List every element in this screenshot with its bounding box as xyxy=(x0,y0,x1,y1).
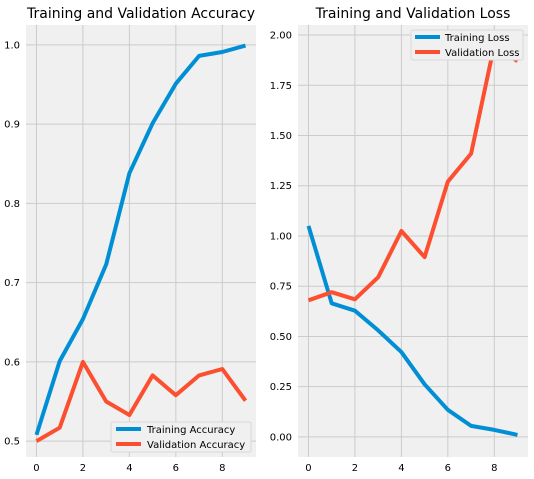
accuracy-x-tick-label: 2 xyxy=(80,463,86,474)
series-line-training-accuracy xyxy=(34,43,247,436)
loss-x-tick-label: 8 xyxy=(491,463,497,474)
accuracy-y-tick-label: 1.0 xyxy=(4,40,20,51)
accuracy-series xyxy=(34,43,248,443)
accuracy-x-tick-label: 0 xyxy=(33,463,39,474)
loss-legend: Training Loss Validation Loss xyxy=(410,29,524,61)
loss-y-tick-label: 2.00 xyxy=(270,31,292,42)
accuracy-y-tick-label: 0.8 xyxy=(4,199,20,210)
loss-x-tick-label: 0 xyxy=(305,463,311,474)
accuracy-y-tick-label: 0.9 xyxy=(4,120,20,131)
accuracy-legend: Training Accuracy Validation Accuracy xyxy=(110,421,252,453)
accuracy-x-tick-label: 4 xyxy=(126,463,132,474)
loss-x-tick-label: 4 xyxy=(398,463,404,474)
loss-x-tick-label: 6 xyxy=(445,463,451,474)
loss-y-tick-label: 0.00 xyxy=(270,432,292,443)
series-line-training-loss xyxy=(306,225,518,437)
accuracy-chart: 0.5 0.6 0.7 0.8 0.9 1.0 0 2 4 6 8 Training and Va… xyxy=(4,6,256,474)
legend-label-training-accuracy: Training Accuracy xyxy=(146,425,235,436)
accuracy-y-tick-label: 0.5 xyxy=(4,437,20,448)
accuracy-grid xyxy=(26,25,256,457)
loss-plot-area xyxy=(298,25,528,457)
series-line-validation-accuracy xyxy=(35,359,248,443)
loss-y-tick-label: 0.25 xyxy=(270,382,292,393)
loss-x-tick-label: 2 xyxy=(352,463,358,474)
loss-y-ticks: 0.00 0.25 0.50 0.75 1.00 1.25 1.50 1.75 2.00 xyxy=(270,31,292,444)
accuracy-y-tick-label: 0.6 xyxy=(4,357,20,368)
loss-series xyxy=(306,43,519,437)
accuracy-x-tick-label: 6 xyxy=(173,463,179,474)
accuracy-plot-area xyxy=(26,25,256,457)
accuracy-chart-title: Training and Validation Accuracy xyxy=(26,6,255,22)
accuracy-y-tick-label: 0.7 xyxy=(4,278,20,289)
loss-y-tick-label: 1.00 xyxy=(270,231,292,242)
loss-grid xyxy=(298,25,528,457)
loss-y-tick-label: 0.75 xyxy=(270,282,292,293)
loss-y-tick-label: 1.50 xyxy=(270,131,292,142)
accuracy-legend-box xyxy=(110,421,252,453)
loss-x-ticks: 0 2 4 6 8 xyxy=(305,463,497,474)
loss-y-tick-label: 1.25 xyxy=(270,181,292,192)
loss-y-tick-label: 1.75 xyxy=(270,81,292,92)
accuracy-y-ticks: 0.5 0.6 0.7 0.8 0.9 1.0 xyxy=(4,40,20,447)
loss-chart: 0.00 0.25 0.50 0.75 1.00 1.25 1.50 1.75 2.00 0 2 4… xyxy=(270,6,528,474)
legend-label-validation-loss: Validation Loss xyxy=(445,48,520,59)
loss-y-tick-label: 0.50 xyxy=(270,332,292,343)
loss-chart-title: Training and Validation Loss xyxy=(315,6,511,22)
legend-label-training-loss: Training Loss xyxy=(444,33,510,44)
accuracy-x-ticks: 0 2 4 6 8 xyxy=(33,463,225,474)
accuracy-x-tick-label: 8 xyxy=(219,463,225,474)
series-line-validation-loss xyxy=(307,43,519,303)
legend-label-validation-accuracy: Validation Accuracy xyxy=(147,440,245,451)
